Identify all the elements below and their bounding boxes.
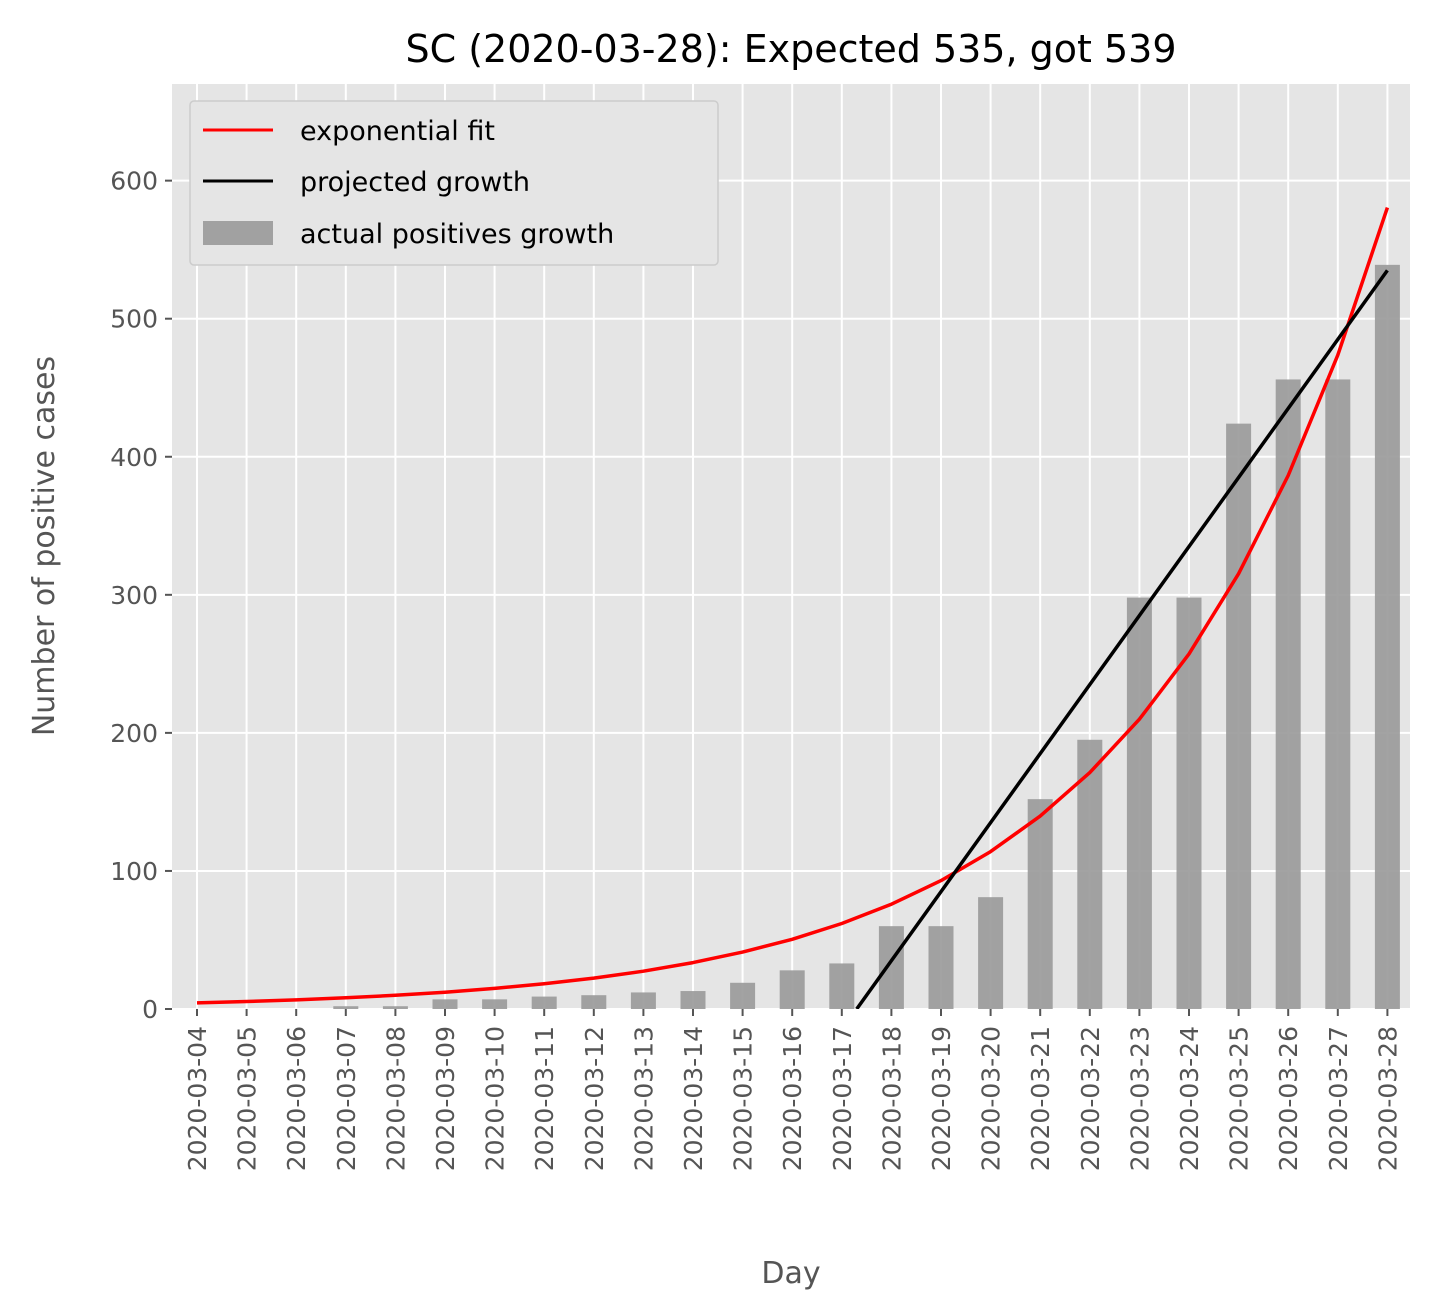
legend-label-actual-positives-growth: actual positives growth [300, 219, 614, 250]
bar-2020-03-07 [333, 1006, 359, 1009]
y-tick-label: 500 [110, 305, 158, 334]
x-tick-label: 2020-03-27 [1324, 1026, 1353, 1171]
legend-label-projected-growth: projected growth [300, 167, 530, 198]
y-axis: 0 100 200 300 400 500 600 [110, 167, 172, 1024]
x-tick-label: 2020-03-07 [332, 1026, 361, 1171]
x-tick-label: 2020-03-18 [877, 1026, 906, 1171]
x-tick-label: 2020-03-06 [282, 1026, 311, 1171]
x-tick-label: 2020-03-28 [1373, 1026, 1402, 1171]
x-axis-label: Day [761, 1256, 820, 1291]
legend: exponential fit projected growth actual … [189, 100, 719, 266]
bar-2020-03-28 [1374, 264, 1400, 1009]
y-tick-label: 100 [110, 857, 158, 886]
x-tick-label: 2020-03-10 [481, 1026, 510, 1171]
x-tick-label: 2020-03-20 [977, 1026, 1006, 1171]
bar-2020-03-10 [482, 999, 508, 1009]
bar-2020-03-13 [630, 992, 656, 1009]
legend-box [189, 100, 719, 266]
x-tick-label: 2020-03-22 [1076, 1026, 1105, 1171]
y-tick-label: 400 [110, 443, 158, 472]
bar-2020-03-22 [1077, 739, 1103, 1009]
bar-2020-03-20 [978, 897, 1004, 1009]
bar-2020-03-14 [680, 991, 706, 1009]
bar-2020-03-26 [1275, 379, 1301, 1009]
bar-2020-03-08 [382, 1006, 408, 1009]
x-tick-label: 2020-03-21 [1026, 1026, 1055, 1171]
x-tick-label: 2020-03-14 [679, 1026, 708, 1171]
legend-label-exponential-fit: exponential fit [300, 116, 495, 147]
x-tick-label: 2020-03-05 [233, 1026, 262, 1171]
bar-2020-03-17 [829, 963, 855, 1009]
x-tick-label: 2020-03-15 [729, 1026, 758, 1171]
x-tick-label: 2020-03-26 [1274, 1026, 1303, 1171]
y-axis-label: Number of positive cases [27, 356, 62, 736]
line-projected-growth [855, 269, 1389, 1009]
bar-2020-03-23 [1126, 597, 1152, 1009]
lines [196, 207, 1390, 1009]
bar-2020-03-09 [432, 999, 458, 1009]
x-tick-label: 2020-03-25 [1225, 1026, 1254, 1171]
y-tick-label: 200 [110, 719, 158, 748]
bar-2020-03-11 [531, 996, 557, 1009]
x-axis: 2020-03-04 2020-03-05 2020-03-06 2020-03-07… [183, 1009, 1402, 1171]
x-tick-label: 2020-03-11 [530, 1026, 559, 1171]
bar-2020-03-27 [1325, 379, 1351, 1009]
x-tick-label: 2020-03-13 [629, 1026, 658, 1171]
bar-2020-03-25 [1226, 423, 1252, 1010]
bar-2020-03-16 [779, 970, 805, 1009]
bar-2020-03-21 [1027, 799, 1053, 1009]
x-tick-label: 2020-03-24 [1175, 1026, 1204, 1171]
y-tick-label: 600 [110, 167, 158, 196]
bar-2020-03-15 [730, 982, 756, 1009]
x-tick-label: 2020-03-08 [381, 1026, 410, 1171]
x-tick-label: 2020-03-12 [580, 1026, 609, 1171]
x-tick-label: 2020-03-19 [927, 1026, 956, 1171]
y-tick-label: 0 [142, 995, 158, 1024]
x-tick-label: 2020-03-04 [183, 1026, 212, 1171]
x-tick-label: 2020-03-16 [778, 1026, 807, 1171]
bar-2020-03-12 [581, 995, 607, 1009]
bar-2020-03-19 [928, 926, 954, 1009]
bar-2020-03-24 [1176, 597, 1202, 1009]
x-tick-label: 2020-03-09 [431, 1026, 460, 1171]
x-tick-label: 2020-03-23 [1125, 1026, 1154, 1171]
bar-2020-03-18 [878, 926, 904, 1009]
chart-title: SC (2020-03-28): Expected 535, got 539 [405, 27, 1176, 71]
legend-swatch-actual-positives-growth [203, 221, 273, 245]
y-tick-label: 300 [110, 581, 158, 610]
line-exponential-fit [196, 207, 1390, 1005]
x-tick-label: 2020-03-17 [828, 1026, 857, 1171]
